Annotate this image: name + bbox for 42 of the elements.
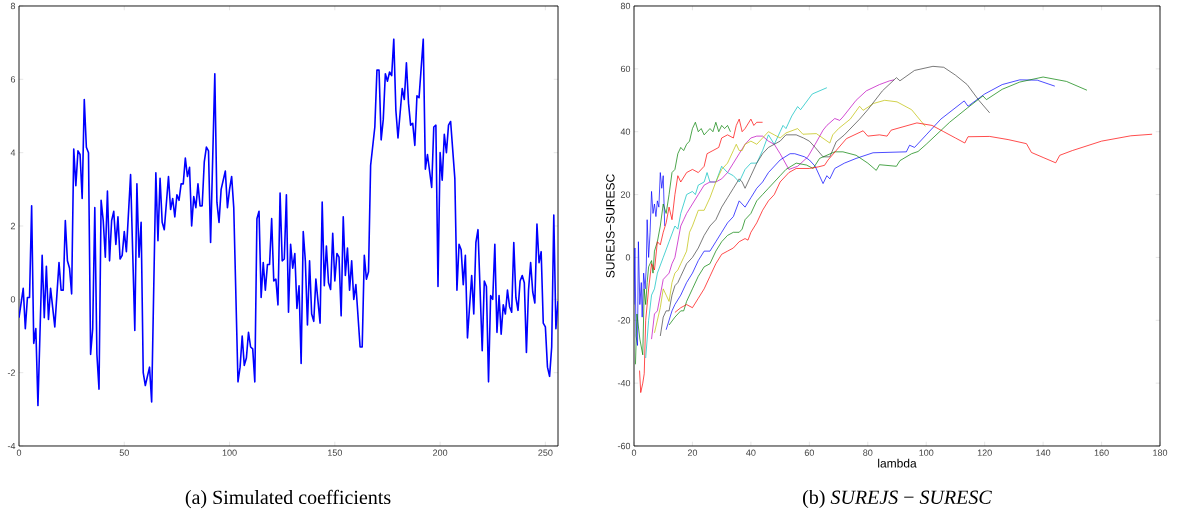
y-tick-label: 8 bbox=[10, 2, 16, 10]
y-tick-label: 4 bbox=[10, 149, 16, 156]
x-tick-label: 120 bbox=[977, 449, 992, 456]
y-tick-label: 0 bbox=[10, 296, 16, 303]
y-tick-label: 80 bbox=[620, 2, 631, 10]
x-tick-label: 160 bbox=[1094, 449, 1109, 456]
x-tick-label: 40 bbox=[746, 449, 756, 456]
y-tick-label: 40 bbox=[620, 128, 631, 135]
line-series bbox=[659, 65, 990, 337]
x-axis-title: lambda bbox=[878, 458, 917, 468]
y-tick-label: -4 bbox=[7, 442, 16, 450]
y-tick-label: -60 bbox=[617, 442, 631, 450]
x-tick-label: 100 bbox=[919, 449, 934, 456]
x-tick-label: 150 bbox=[328, 449, 342, 456]
text: (b) SUREJS − SURESC bbox=[803, 489, 992, 509]
x-tick-label: 0 bbox=[631, 449, 637, 456]
x-tick-label: 20 bbox=[687, 449, 698, 456]
x-tick-label: 200 bbox=[433, 449, 448, 456]
x-tick-label: 100 bbox=[222, 449, 237, 456]
y-tick-label: -2 bbox=[7, 369, 16, 376]
text: (a) Simulated coefficients bbox=[185, 489, 391, 509]
line-series bbox=[674, 122, 1153, 313]
y-axis-title: SUREJS−SURESC bbox=[606, 174, 615, 278]
line-series bbox=[645, 87, 828, 359]
x-tick-label: 180 bbox=[1153, 449, 1168, 456]
y-tick-label: -20 bbox=[617, 317, 631, 324]
line-series bbox=[635, 121, 731, 365]
line-series bbox=[634, 172, 666, 346]
y-tick-label: 2 bbox=[10, 222, 16, 230]
y-tick-label: 60 bbox=[620, 65, 631, 73]
line-series bbox=[19, 38, 559, 407]
line-series bbox=[639, 118, 763, 393]
x-tick-label: 140 bbox=[1036, 449, 1051, 456]
y-tick-label: -40 bbox=[617, 379, 631, 387]
y-tick-label: 0 bbox=[625, 254, 631, 261]
y-tick-label: 6 bbox=[10, 76, 16, 83]
y-tick-label: 20 bbox=[620, 191, 631, 198]
x-tick-label: 80 bbox=[863, 449, 873, 456]
x-tick-label: 60 bbox=[804, 449, 814, 456]
x-tick-label: 0 bbox=[16, 449, 22, 456]
x-tick-label: 250 bbox=[538, 449, 553, 456]
x-tick-label: 50 bbox=[119, 449, 129, 456]
